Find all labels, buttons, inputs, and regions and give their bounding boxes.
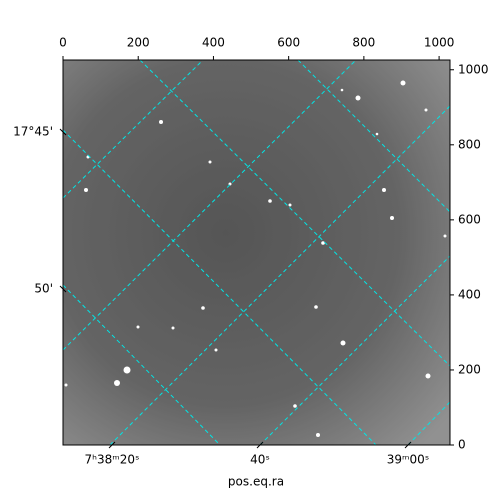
ra-tick-label: 39ᵐ00ˢ [387, 453, 430, 467]
x-tick-label: 200 [127, 36, 150, 50]
ra-tick-label: 40ˢ [250, 453, 270, 467]
dec-tick-label: 17°45' [13, 125, 53, 139]
ra-tick-label: 7ʰ38ᵐ20ˢ [85, 453, 140, 467]
x-tick-label: 800 [352, 36, 375, 50]
coordinate-grid [62, 59, 451, 446]
dec-tick [59, 285, 67, 293]
x-tick-label: 400 [202, 36, 225, 50]
stars [64, 80, 447, 437]
ra-tick [108, 441, 116, 449]
x-tick-label: 0 [59, 36, 67, 50]
ra-tick [404, 441, 412, 449]
x-tick-label: 600 [277, 36, 300, 50]
y-tick-label: 1000 [458, 62, 489, 76]
sky-image [63, 60, 450, 445]
y-tick-label: 0 [458, 438, 466, 452]
ra-tick [256, 441, 264, 449]
frame [62, 59, 451, 446]
y-tick-label: 400 [458, 287, 481, 301]
x-axis-label: pos.eq.ra [228, 475, 284, 489]
y-tick-label: 200 [458, 362, 481, 376]
dec-tick-label: 50' [34, 282, 53, 296]
dec-tick [59, 128, 67, 136]
x-tick-label: 1000 [424, 36, 455, 50]
y-tick-label: 600 [458, 212, 481, 226]
y-tick-label: 800 [458, 137, 481, 151]
